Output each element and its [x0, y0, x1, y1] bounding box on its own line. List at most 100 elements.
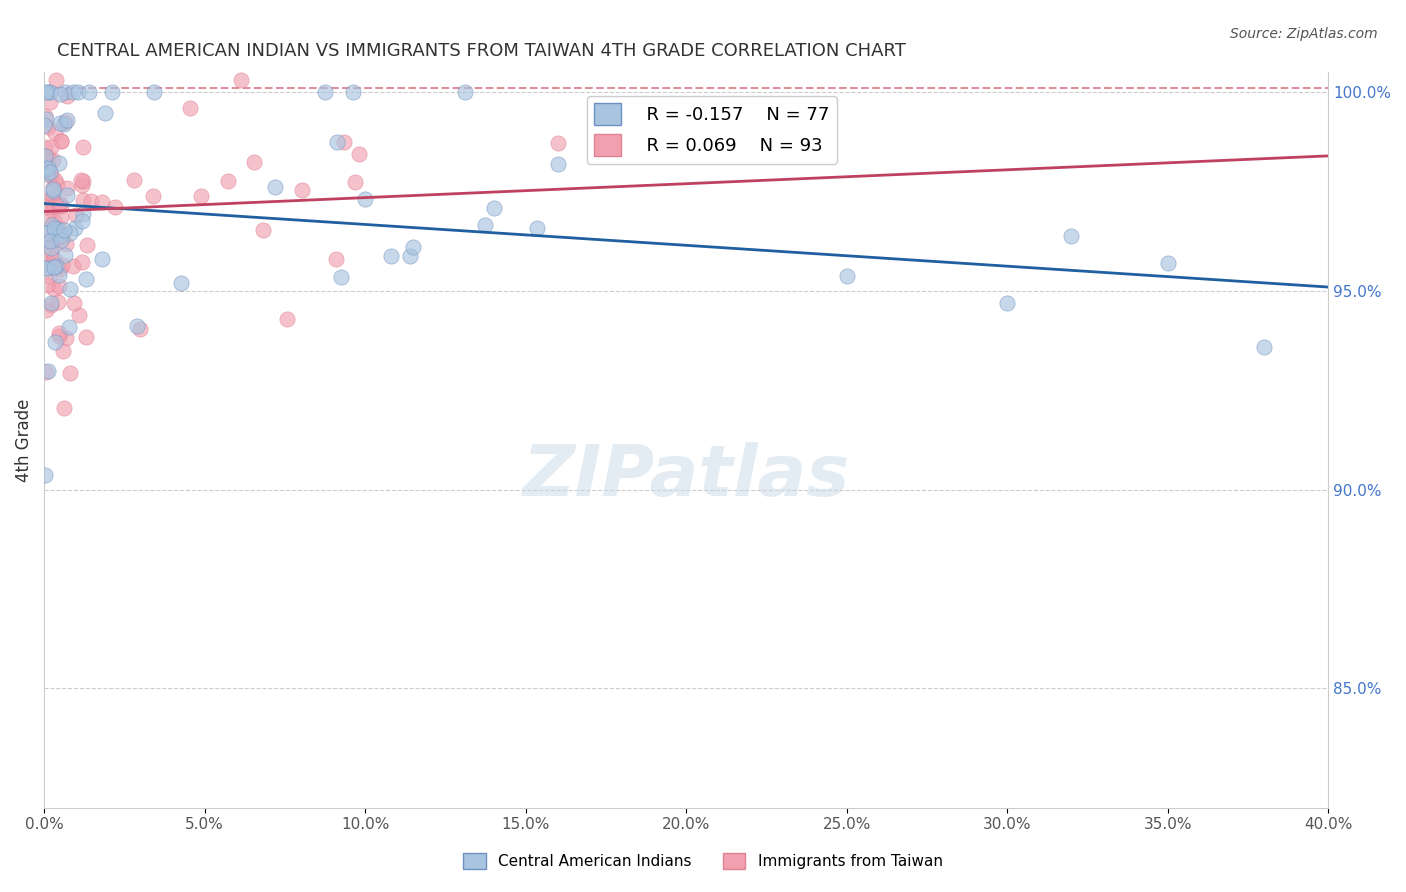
Point — [474, 218, 496, 232]
Point — [122, 173, 145, 187]
Point — [62, 260, 84, 274]
Point — [48, 155, 70, 169]
Point — [344, 175, 367, 189]
Point — [349, 147, 371, 161]
Point — [77, 85, 100, 99]
Point — [34, 226, 56, 240]
Point — [835, 268, 858, 283]
Point — [37, 277, 59, 292]
Point — [45, 259, 67, 273]
Point — [56, 188, 79, 202]
Point — [325, 252, 347, 267]
Point — [42, 260, 65, 275]
Point — [740, 144, 762, 158]
Point — [1156, 256, 1178, 270]
Point — [44, 334, 66, 349]
Point — [51, 233, 73, 247]
Point — [190, 189, 212, 203]
Point — [482, 201, 505, 215]
Point — [170, 276, 193, 290]
Point — [242, 154, 264, 169]
Point — [45, 222, 67, 236]
Point — [59, 226, 82, 240]
Point — [38, 163, 60, 178]
Point — [34, 109, 56, 123]
Point — [52, 343, 75, 358]
Point — [44, 214, 66, 228]
Point — [34, 149, 56, 163]
Point — [72, 178, 94, 193]
Text: Source: ZipAtlas.com: Source: ZipAtlas.com — [1230, 27, 1378, 41]
Point — [125, 319, 148, 334]
Point — [333, 135, 356, 149]
Point — [37, 85, 59, 99]
Point — [38, 85, 60, 99]
Point — [39, 241, 62, 255]
Point — [72, 140, 94, 154]
Point — [675, 118, 697, 132]
Point — [101, 85, 124, 99]
Point — [231, 73, 253, 87]
Point — [129, 322, 152, 336]
Point — [38, 235, 60, 249]
Point — [34, 467, 56, 482]
Point — [35, 211, 58, 226]
Point — [330, 269, 353, 284]
Point — [39, 164, 62, 178]
Point — [42, 224, 65, 238]
Point — [51, 229, 73, 244]
Point — [90, 195, 112, 210]
Point — [93, 105, 115, 120]
Point — [49, 262, 72, 277]
Point — [37, 161, 59, 175]
Point — [39, 244, 62, 259]
Text: CENTRAL AMERICAN INDIAN VS IMMIGRANTS FROM TAIWAN 4TH GRADE CORRELATION CHART: CENTRAL AMERICAN INDIAN VS IMMIGRANTS FR… — [58, 42, 905, 60]
Point — [37, 261, 59, 276]
Point — [59, 366, 82, 380]
Point — [342, 85, 364, 99]
Point — [41, 298, 63, 312]
Point — [454, 85, 477, 99]
Point — [252, 223, 274, 237]
Point — [55, 89, 77, 103]
Point — [104, 200, 127, 214]
Point — [34, 252, 56, 267]
Point — [399, 249, 422, 263]
Point — [53, 85, 76, 99]
Point — [41, 194, 63, 208]
Point — [70, 214, 93, 228]
Point — [48, 326, 70, 340]
Point — [48, 328, 70, 343]
Point — [49, 115, 72, 129]
Point — [34, 200, 56, 214]
Point — [53, 115, 76, 129]
Point — [45, 261, 67, 276]
Point — [34, 260, 56, 275]
Point — [143, 85, 166, 99]
Point — [380, 249, 402, 263]
Point — [276, 312, 298, 326]
Point — [75, 272, 97, 286]
Point — [35, 112, 58, 127]
Point — [80, 194, 103, 209]
Point — [39, 256, 62, 270]
Point — [37, 120, 59, 134]
Point — [49, 134, 72, 148]
Point — [42, 180, 65, 194]
Point — [59, 282, 82, 296]
Point — [547, 157, 569, 171]
Point — [38, 95, 60, 109]
Point — [34, 148, 56, 162]
Point — [142, 189, 165, 203]
Text: ZIPatlas: ZIPatlas — [523, 442, 849, 511]
Point — [37, 150, 59, 164]
Point — [63, 295, 86, 310]
Point — [45, 73, 67, 87]
Point — [264, 180, 287, 194]
Point — [995, 295, 1018, 310]
Point — [72, 207, 94, 221]
Legend:   R = -0.157    N = 77,   R = 0.069    N = 93: R = -0.157 N = 77, R = 0.069 N = 93 — [586, 96, 837, 164]
Point — [179, 101, 201, 115]
Point — [56, 113, 79, 128]
Point — [44, 173, 66, 187]
